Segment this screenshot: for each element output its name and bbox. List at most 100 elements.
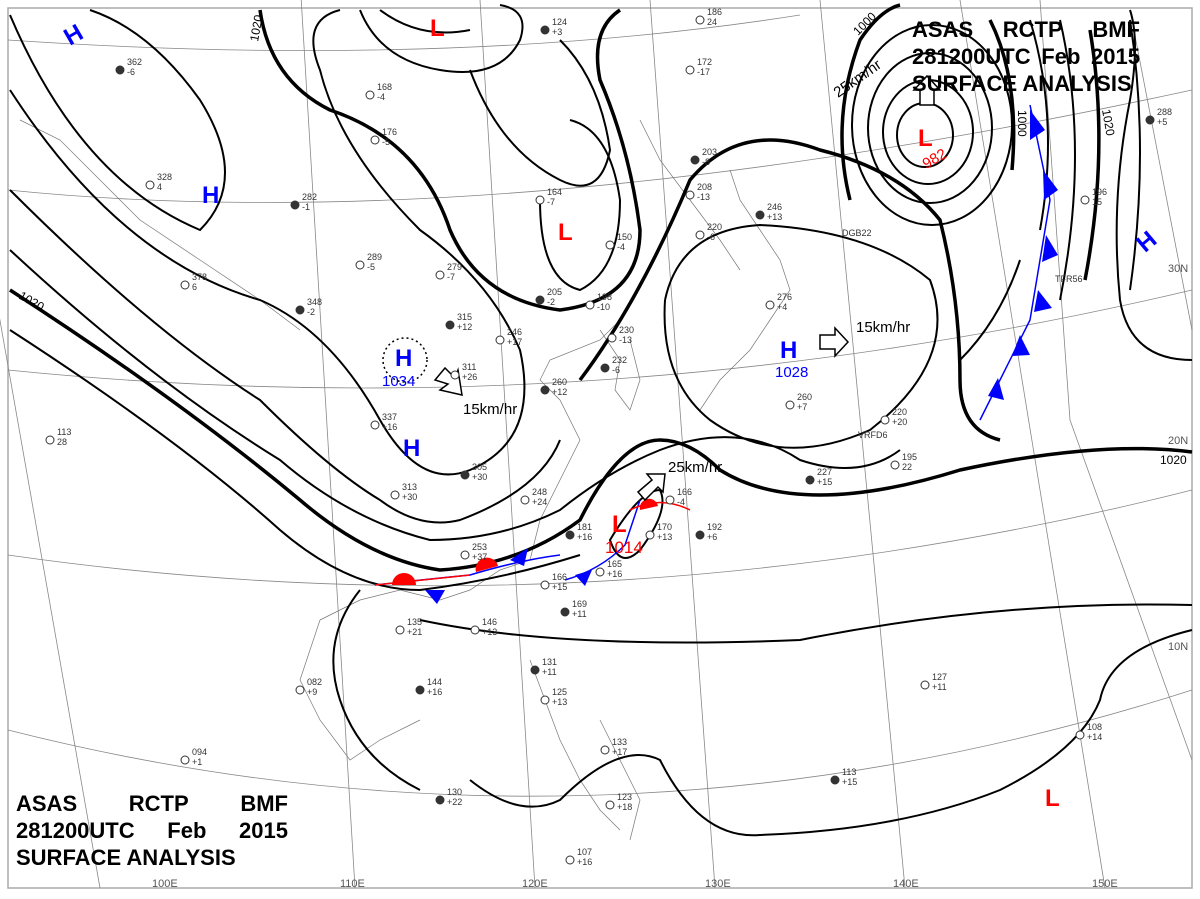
- station-pressure: 192: [707, 522, 722, 532]
- station-cloud-cover-icon: [880, 415, 890, 425]
- station-plot: 168-4: [365, 82, 392, 102]
- station-tendency: 6: [192, 282, 197, 292]
- station-tendency: +20: [892, 417, 907, 427]
- station-pressure: 230: [619, 325, 634, 335]
- station-cloud-cover-icon: [520, 495, 530, 505]
- station-cloud-cover-icon: [395, 625, 405, 635]
- high-center: H: [202, 182, 219, 209]
- station-tendency: +6: [707, 532, 717, 542]
- station-pressure: 203: [702, 147, 717, 157]
- station-cloud-cover-icon: [1145, 115, 1155, 125]
- station-cloud-cover-icon: [530, 665, 540, 675]
- lon-label: 110E: [340, 878, 365, 890]
- station-tendency: +13: [767, 212, 782, 222]
- station-tendency: +11: [542, 667, 557, 677]
- low-center: L: [918, 125, 933, 152]
- station-pressure: 144: [427, 677, 442, 687]
- station-cloud-cover-icon: [607, 333, 617, 343]
- latitude-grid: [7, 14, 1193, 797]
- station-plot: 131+11: [530, 657, 557, 677]
- station-plot: 288+5: [1145, 107, 1172, 127]
- station-plot: 135+21: [395, 617, 422, 637]
- station-tendency: +18: [617, 802, 632, 812]
- station-plot: 108+14: [1075, 722, 1102, 742]
- station-cloud-cover-icon: [470, 625, 480, 635]
- station-tendency: +11: [572, 609, 587, 619]
- station-tendency: -4: [677, 497, 685, 507]
- station-plot: 094+1: [180, 747, 207, 767]
- station-cloud-cover-icon: [565, 530, 575, 540]
- station-pressure: 276: [777, 292, 792, 302]
- station-pressure: 220: [707, 222, 722, 232]
- station-tendency: +13: [657, 532, 672, 542]
- station-cloud-cover-icon: [535, 295, 545, 305]
- station-pressure: 253: [472, 542, 487, 552]
- station-cloud-cover-icon: [180, 280, 190, 290]
- station-cloud-cover-icon: [600, 363, 610, 373]
- station-plot: 305+30: [460, 462, 487, 482]
- station-pressure: 127: [932, 672, 947, 682]
- station-plot: 279-7: [435, 262, 462, 282]
- station-cloud-cover-icon: [585, 300, 595, 310]
- high-pressure-value: 1034: [382, 373, 415, 390]
- station-plot: 311+26: [450, 362, 477, 382]
- station-cloud-cover-icon: [390, 490, 400, 500]
- station-pressure: 220: [892, 407, 907, 417]
- station-plot: 166-4: [665, 487, 692, 507]
- station-cloud-cover-icon: [415, 685, 425, 695]
- high-center: H: [395, 345, 412, 372]
- station-cloud-cover-icon: [755, 210, 765, 220]
- ship-id: DGB22: [842, 228, 872, 238]
- station-cloud-cover-icon: [540, 695, 550, 705]
- station-tendency: -6: [612, 365, 620, 375]
- station-cloud-cover-icon: [645, 530, 655, 540]
- station-pressure: 311: [462, 362, 476, 372]
- station-cloud-cover-icon: [595, 567, 605, 577]
- station-tendency: +15: [552, 582, 567, 592]
- station-cloud-cover-icon: [805, 475, 815, 485]
- high-center: H: [59, 19, 88, 51]
- station-plot: 198-10: [585, 292, 612, 312]
- station-cloud-cover-icon: [1080, 195, 1090, 205]
- station-tendency: +9: [307, 687, 317, 697]
- isobar-label: 1020: [247, 13, 265, 42]
- isobar-label: 1020: [1160, 453, 1187, 467]
- station-plot: 282-1: [290, 192, 317, 212]
- station-plot: 246+17: [495, 327, 522, 347]
- station-plot: 220+20: [880, 407, 907, 427]
- station-pressure: 313: [402, 482, 417, 492]
- station-tendency: -7: [547, 197, 555, 207]
- station-cloud-cover-icon: [785, 400, 795, 410]
- station-pressure: 196: [1092, 187, 1107, 197]
- station-plot: 181+16: [565, 522, 592, 542]
- station-plot: 220-6: [695, 222, 722, 242]
- station-pressure: 246: [767, 202, 782, 212]
- station-plot: 260+12: [540, 377, 567, 397]
- station-tendency: +30: [472, 472, 487, 482]
- station-tendency: +5: [1157, 117, 1167, 127]
- station-pressure: 260: [797, 392, 812, 402]
- station-cloud-cover-icon: [540, 385, 550, 395]
- station-tendency: +12: [552, 387, 567, 397]
- station-pressure: 113: [842, 767, 856, 777]
- station-plot: 362-6: [115, 57, 142, 77]
- station-tendency: -1: [302, 202, 310, 212]
- station-cloud-cover-icon: [600, 745, 610, 755]
- station-cloud-cover-icon: [685, 190, 695, 200]
- title-code: BMF: [1092, 17, 1140, 42]
- station-cloud-cover-icon: [370, 135, 380, 145]
- station-cloud-cover-icon: [290, 200, 300, 210]
- station-tendency: -17: [697, 67, 710, 77]
- station-plot: 176-5: [370, 127, 397, 147]
- station-plot: 260+7: [785, 392, 812, 412]
- station-plot: 232-6: [600, 355, 627, 375]
- title-time: 281200UTC: [16, 818, 135, 843]
- isobar-label: 1000: [1015, 110, 1029, 137]
- title-code: BMF: [240, 791, 288, 816]
- station-pressure: 165: [607, 559, 622, 569]
